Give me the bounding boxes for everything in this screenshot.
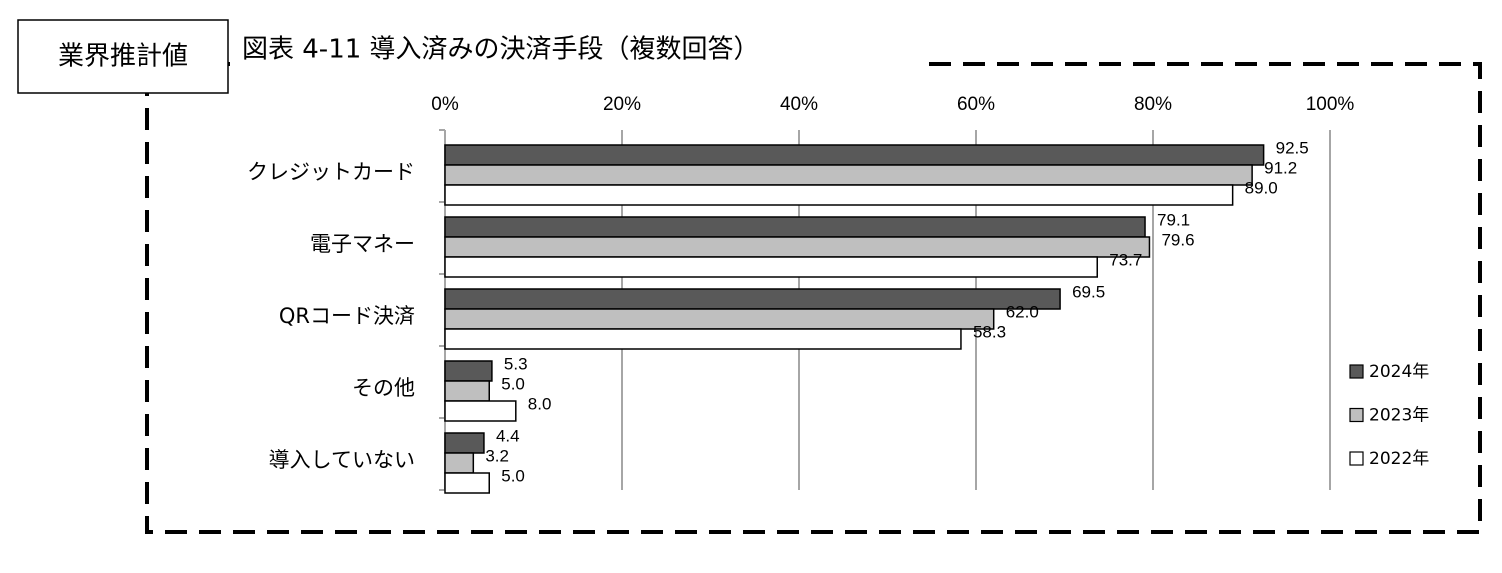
x-tick-label: 100% [1306, 94, 1355, 115]
value-label: 5.0 [501, 374, 525, 393]
bar [444, 236, 1151, 258]
bar [444, 288, 1061, 310]
legend-swatch [1349, 451, 1364, 466]
legend-label: 2024年 [1369, 362, 1429, 382]
bar [444, 400, 517, 422]
x-tick-label: 80% [1134, 94, 1172, 115]
legend-swatch [1349, 364, 1364, 379]
bar [444, 256, 1098, 278]
value-label: 8.0 [528, 394, 552, 413]
badge: 業界推計値 [58, 42, 188, 72]
legend-label: 2022年 [1369, 449, 1429, 469]
bar [444, 452, 475, 474]
value-label: 3.2 [485, 446, 509, 465]
value-label: 5.0 [501, 466, 525, 485]
x-tick-label: 40% [780, 94, 818, 115]
bar [444, 472, 490, 494]
value-label: 69.5 [1072, 282, 1105, 301]
value-label: 62.0 [1006, 302, 1039, 321]
bar [444, 360, 493, 382]
bar [444, 216, 1146, 238]
value-label: 79.6 [1161, 230, 1194, 249]
value-label: 58.3 [973, 322, 1006, 341]
title-backdrop [230, 40, 920, 80]
value-label: 92.5 [1276, 138, 1309, 157]
value-label: 91.2 [1264, 158, 1297, 177]
bar [444, 432, 485, 454]
bar [444, 380, 490, 402]
y-tick-label: クレジットカード [247, 160, 415, 184]
legend-swatch [1349, 407, 1364, 423]
y-tick-label: その他 [352, 376, 415, 400]
bar [444, 144, 1265, 166]
y-tick-label: 電子マネー [310, 232, 415, 256]
x-tick-label: 20% [603, 94, 641, 115]
value-label: 4.4 [496, 426, 520, 445]
bar [444, 184, 1234, 206]
value-label: 73.7 [1109, 250, 1142, 269]
y-tick-label: 導入していない [269, 448, 415, 472]
y-tick-label: QRコード決済 [279, 304, 415, 328]
bar [444, 308, 995, 330]
bar [444, 328, 962, 350]
bar [444, 164, 1253, 186]
badge-box [17, 19, 229, 94]
x-tick-label: 60% [957, 94, 995, 115]
value-label: 89.0 [1245, 178, 1278, 197]
chart-title: 図表 4-11 導入済みの決済手段（複数回答） [242, 35, 760, 65]
value-label: 79.1 [1157, 210, 1190, 229]
value-label: 5.3 [504, 354, 528, 373]
x-tick-label: 0% [431, 94, 459, 115]
legend-label: 2023年 [1369, 406, 1429, 426]
